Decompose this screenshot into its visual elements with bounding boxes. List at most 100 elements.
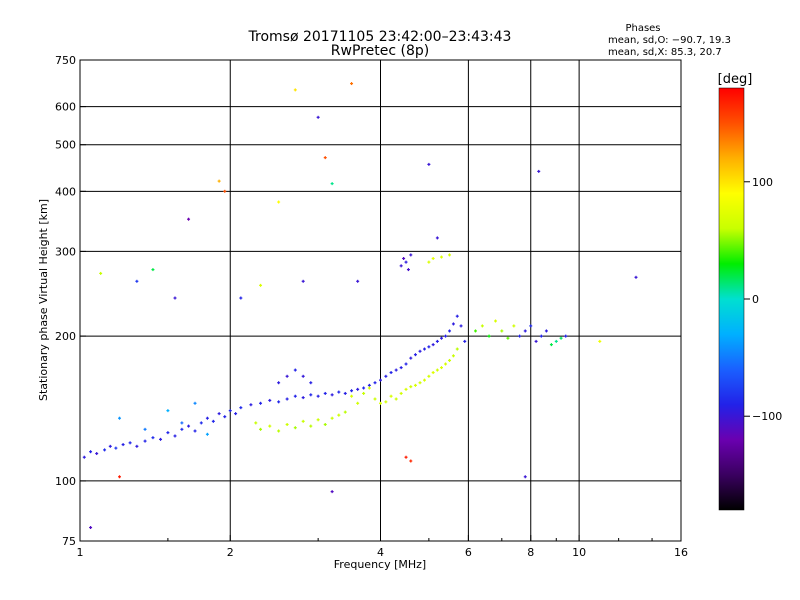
data-point	[114, 446, 118, 450]
data-point	[523, 329, 527, 333]
data-point	[440, 336, 444, 340]
data-point	[330, 490, 334, 494]
data-point	[205, 416, 209, 420]
data-point	[500, 329, 504, 333]
data-point	[285, 422, 289, 426]
data-point	[268, 424, 272, 428]
data-point	[89, 450, 93, 454]
data-point	[95, 452, 99, 456]
y-tick-label: 400	[55, 185, 76, 198]
data-point	[193, 401, 197, 405]
data-point	[564, 334, 568, 338]
data-point	[128, 441, 132, 445]
data-point	[379, 401, 382, 405]
data-point	[537, 169, 541, 173]
data-point	[249, 403, 253, 407]
data-point	[356, 387, 360, 391]
data-point	[343, 410, 347, 414]
data-point	[277, 381, 281, 385]
data-point	[448, 253, 452, 257]
data-point	[422, 347, 426, 351]
data-point	[413, 353, 417, 357]
data-point	[217, 412, 221, 416]
data-point	[367, 386, 371, 390]
data-point	[323, 156, 327, 160]
data-point	[494, 319, 498, 323]
data-point	[301, 396, 305, 400]
data-point	[217, 179, 221, 183]
data-point	[418, 349, 422, 353]
chart-subtitle: RwPretec (8p)	[331, 43, 429, 59]
data-point	[373, 381, 377, 385]
data-point	[173, 434, 177, 438]
data-point	[99, 271, 103, 275]
data-point	[427, 162, 431, 166]
x-tick-label: 2	[227, 546, 234, 559]
data-point	[193, 429, 197, 433]
data-point	[394, 397, 398, 401]
data-point	[301, 374, 305, 378]
colorbar-unit: [deg]	[718, 72, 753, 87]
y-tick-label: 100	[55, 475, 76, 488]
data-point	[293, 368, 297, 372]
data-point	[598, 339, 602, 343]
data-point	[228, 409, 232, 413]
data-point	[409, 459, 413, 463]
data-point	[118, 475, 122, 479]
data-point	[301, 419, 305, 423]
data-point	[362, 386, 366, 390]
data-point	[350, 394, 354, 398]
data-point	[316, 115, 320, 119]
grid-lines	[80, 60, 681, 541]
data-point	[473, 329, 477, 333]
data-point	[362, 391, 366, 395]
data-point	[239, 296, 243, 300]
data-point	[418, 381, 422, 385]
data-point	[435, 368, 439, 372]
phases-o-stats: mean, sd,O: −90.7, 19.3	[608, 35, 731, 46]
data-point	[277, 200, 281, 204]
data-point	[402, 256, 406, 260]
data-point	[409, 385, 413, 389]
y-tick-label: 500	[55, 139, 76, 152]
data-point	[409, 356, 413, 360]
x-tick-label: 16	[674, 546, 688, 559]
phases-title: Phases	[625, 23, 660, 34]
data-point	[451, 322, 455, 326]
data-point	[373, 397, 377, 401]
data-point	[350, 82, 354, 86]
phases-x-stats: mean, sd,X: 85.3, 20.7	[608, 47, 722, 58]
data-point	[448, 329, 452, 333]
data-point	[394, 368, 398, 372]
data-point	[309, 381, 313, 385]
chart-title: Tromsø 20171105 23:42:00–23:43:43	[248, 29, 512, 45]
data-point	[151, 436, 155, 440]
data-point	[151, 268, 155, 272]
data-point	[159, 437, 163, 441]
colorbar-tick-label: −100	[752, 410, 782, 423]
scatter-points	[82, 82, 638, 530]
data-point	[399, 366, 403, 370]
data-point	[406, 268, 410, 272]
data-point	[187, 424, 191, 428]
data-point	[529, 324, 533, 328]
data-point	[301, 279, 305, 283]
data-point	[444, 334, 448, 338]
data-point	[223, 415, 227, 419]
data-point	[444, 362, 448, 366]
data-point	[356, 279, 360, 283]
data-point	[451, 354, 455, 358]
data-point	[384, 374, 388, 378]
y-tick-label: 600	[55, 101, 76, 114]
data-point	[427, 260, 431, 264]
y-tick-label: 200	[55, 330, 76, 343]
data-point	[82, 455, 86, 459]
data-point	[316, 394, 320, 398]
data-point	[404, 455, 408, 459]
data-point	[440, 366, 444, 370]
data-point	[285, 397, 289, 401]
data-point	[440, 255, 444, 259]
data-point	[293, 88, 297, 92]
data-point	[259, 401, 263, 405]
